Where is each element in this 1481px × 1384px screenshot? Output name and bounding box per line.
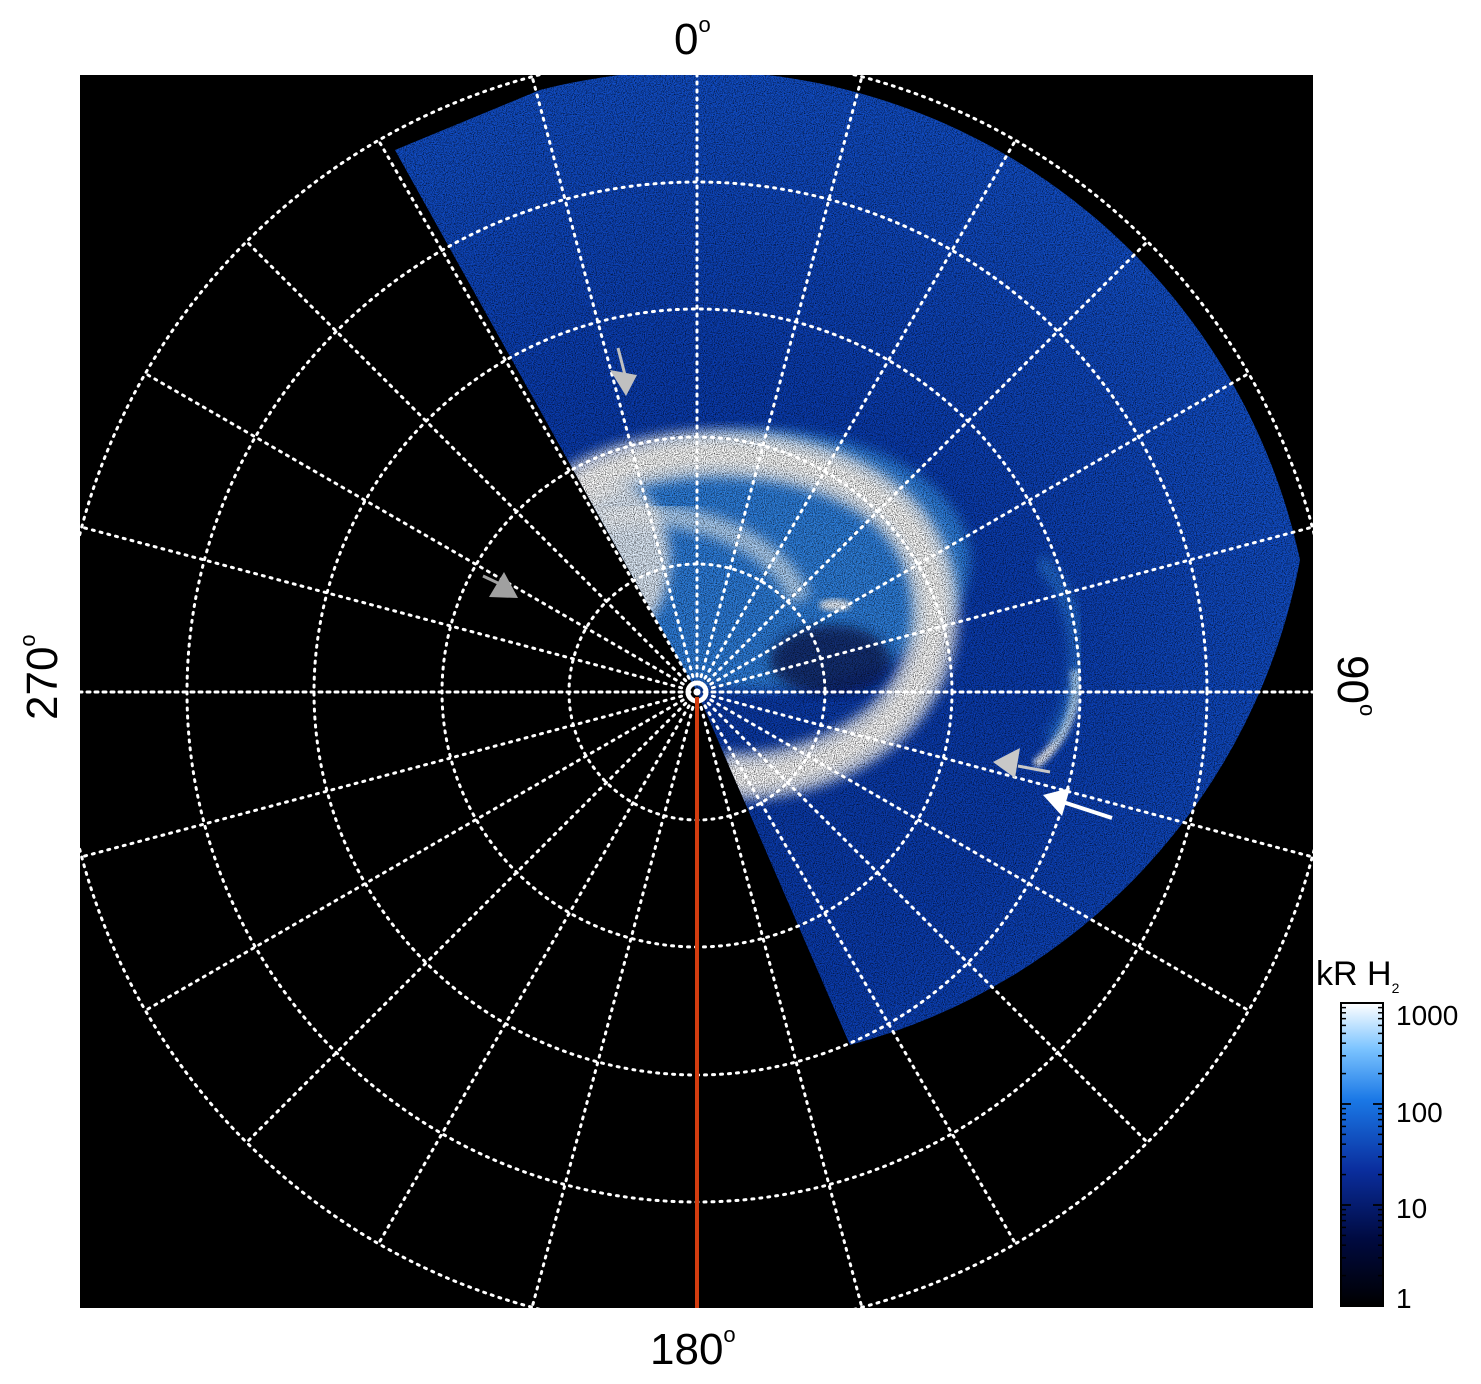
azimuth-label-right: 90o: [1328, 655, 1380, 717]
longitude-spoke: [695, 690, 1313, 859]
longitude-spoke: [377, 138, 699, 694]
colorbar-ticks: [1341, 1002, 1383, 1307]
colorbar-tick-label: 1000: [1396, 1000, 1459, 1031]
longitude-spoke: [695, 138, 1017, 694]
longitude-spoke: [695, 75, 864, 694]
azimuth-label-bottom: 180o: [650, 1322, 736, 1374]
azimuth-label-top: 0o: [674, 12, 711, 64]
white-arrow-right: [1043, 788, 1113, 820]
azimuth-label-left: 270o: [15, 634, 67, 720]
colorbar: [1340, 1002, 1384, 1307]
longitude-spoke: [245, 240, 699, 694]
gray-arrow-lower-right: [993, 748, 1051, 778]
longitude-spoke: [695, 690, 864, 1308]
longitude-spoke: [695, 372, 1251, 694]
colorbar-gradient: [1340, 1002, 1384, 1307]
longitude-spoke: [143, 372, 699, 694]
colorbar-tick-label: 1: [1396, 1283, 1412, 1314]
colorbar-tick-label: 100: [1396, 1097, 1443, 1128]
colorbar-tick-label: 10: [1396, 1193, 1428, 1224]
gray-arrow-upper: [610, 347, 637, 396]
gray-arrow-left: [482, 572, 518, 598]
longitude-spoke: [695, 690, 1149, 1144]
longitude-spoke: [377, 690, 699, 1246]
longitude-spoke: [245, 690, 699, 1144]
longitude-spoke: [80, 690, 699, 859]
longitude-spoke: [530, 690, 699, 1308]
longitude-spoke: [80, 525, 699, 694]
longitude-spoke: [530, 75, 699, 694]
longitude-spoke: [695, 525, 1313, 694]
longitude-spoke: [695, 690, 1251, 1012]
longitude-spoke: [143, 690, 699, 1012]
longitude-spoke: [695, 240, 1149, 694]
longitude-spoke: [695, 690, 1017, 1246]
colorbar-title: kR H2: [1316, 955, 1400, 996]
